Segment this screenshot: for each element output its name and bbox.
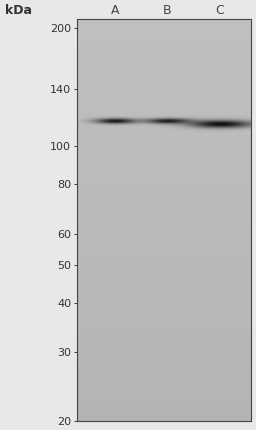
Text: kDa: kDa bbox=[5, 4, 32, 17]
Text: B: B bbox=[163, 4, 172, 17]
Text: C: C bbox=[215, 4, 224, 17]
Text: A: A bbox=[111, 4, 119, 17]
